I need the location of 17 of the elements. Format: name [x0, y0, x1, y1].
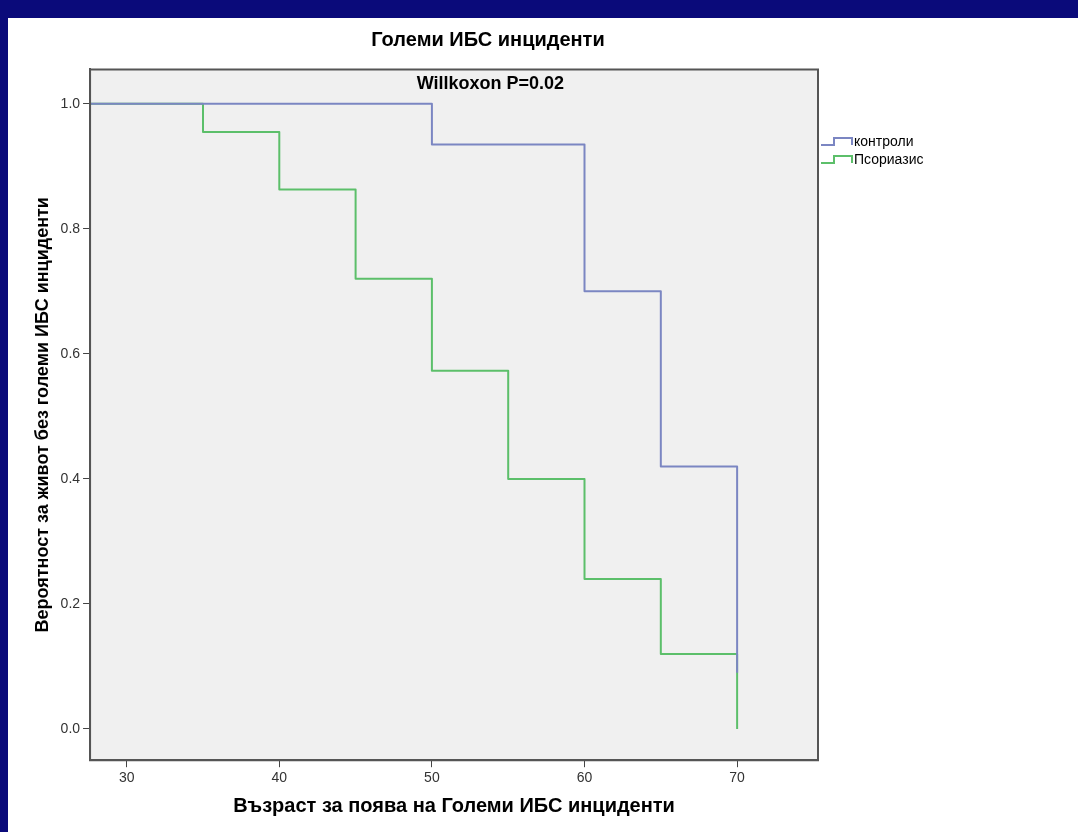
x-axis-title: Възраст за поява на Големи ИБС инциденти	[233, 793, 675, 816]
x-tick-label: 50	[424, 769, 440, 786]
x-tick-label: 40	[271, 769, 288, 786]
chart-title: Големи ИБС инциденти	[370, 28, 606, 51]
y-tick-label: 0.8	[60, 219, 81, 236]
y-tick-label: 0.0	[60, 719, 81, 736]
y-tick-label: 0.2	[60, 594, 81, 611]
x-tick-label: 70	[729, 769, 746, 786]
y-tick-label: 0.6	[60, 344, 81, 361]
y-axis-title: Вероятност за живот без големи ИБС инциденти	[31, 197, 52, 633]
legend-label: Псориазис	[854, 151, 924, 167]
x-tick-label: 60	[576, 769, 593, 786]
x-tick-label: 30	[118, 769, 135, 786]
y-tick-label: 1.0	[60, 94, 81, 111]
legend-label: контроли	[854, 133, 914, 149]
y-tick-label: 0.4	[60, 469, 81, 486]
annotation: Willkoxon P=0.02	[416, 73, 565, 94]
